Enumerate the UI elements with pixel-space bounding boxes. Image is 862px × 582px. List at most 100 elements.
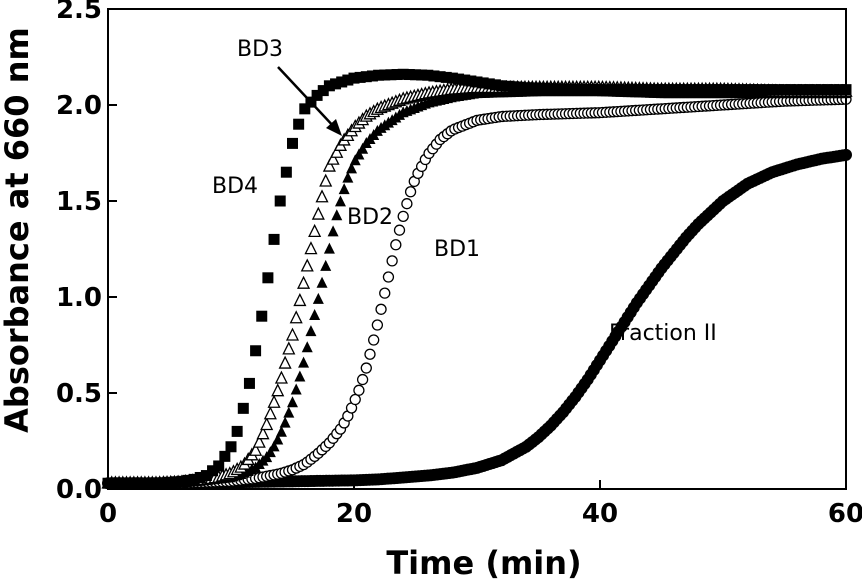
data-point [346, 162, 358, 174]
data-point [754, 84, 766, 96]
data-point [336, 76, 348, 88]
y-tick-label: 2.5 [56, 0, 102, 25]
data-point [219, 450, 231, 462]
data-point [723, 84, 735, 96]
data-point [271, 383, 285, 397]
data-point [353, 384, 365, 396]
data-point [656, 84, 667, 96]
data-point [268, 440, 280, 452]
data-point [317, 85, 329, 97]
data-point [243, 377, 255, 389]
data-point [612, 84, 624, 96]
data-point [237, 402, 249, 414]
data-point [207, 465, 219, 477]
data-point [297, 275, 311, 289]
data-point [298, 356, 310, 368]
data-point [283, 406, 295, 418]
data-point [779, 84, 790, 96]
data-point [349, 154, 361, 166]
data-point [360, 71, 372, 83]
data-point [260, 417, 274, 431]
data-point [588, 84, 600, 96]
data-point [304, 241, 318, 255]
data-point [145, 477, 157, 489]
data-point [662, 84, 674, 96]
data-point [465, 75, 477, 87]
x-tick-label: 20 [336, 499, 372, 529]
data-point [213, 460, 225, 472]
data-point [360, 362, 372, 374]
data-point [508, 81, 520, 93]
data-point [809, 84, 821, 96]
data-point [643, 84, 655, 96]
data-point [311, 89, 323, 101]
x-tick-label: 40 [582, 499, 618, 529]
data-point [256, 310, 268, 322]
data-point [225, 441, 237, 453]
data-point [386, 255, 398, 267]
data-point [289, 310, 303, 324]
data-point [393, 224, 406, 236]
data-point [264, 446, 276, 458]
data-point [231, 425, 243, 437]
data-point [157, 477, 169, 489]
data-point [594, 84, 606, 96]
data-point [200, 470, 212, 482]
data-point [637, 84, 649, 96]
data-point [729, 84, 741, 96]
data-point [428, 70, 440, 82]
data-point [619, 84, 631, 96]
series-bd3 [101, 79, 853, 489]
data-point [319, 173, 333, 187]
data-point [422, 69, 434, 81]
data-point [416, 69, 428, 81]
data-point [326, 151, 340, 165]
series-fraction-ii [102, 148, 852, 490]
bd3-arrow-head [326, 119, 342, 136]
data-point [686, 84, 698, 96]
label-bd3: BD3 [237, 37, 283, 62]
data-point [459, 74, 471, 86]
data-point [692, 84, 704, 96]
data-point [371, 319, 384, 331]
label-bd4: BD4 [212, 174, 258, 199]
data-point [282, 341, 296, 355]
data-point [791, 84, 803, 96]
data-point [290, 383, 302, 395]
data-point [563, 83, 575, 95]
data-point [334, 195, 346, 207]
data-point [320, 259, 332, 271]
data-point [785, 84, 797, 96]
data-point [301, 341, 313, 353]
data-point [772, 84, 784, 96]
data-point [385, 69, 397, 81]
data-point [401, 198, 413, 210]
data-point [742, 84, 754, 96]
data-point [285, 327, 300, 341]
data-point [545, 83, 557, 95]
data-point [760, 84, 772, 96]
data-point [293, 118, 305, 130]
y-tick-label: 2.0 [56, 91, 102, 121]
data-point [828, 84, 840, 96]
data-point [316, 276, 328, 288]
data-point [834, 84, 846, 96]
data-point [489, 79, 501, 91]
data-point [330, 144, 344, 158]
data-point [699, 84, 711, 96]
data-point [342, 74, 354, 86]
data-point [440, 71, 452, 83]
data-point [278, 355, 292, 369]
data-point [551, 83, 563, 95]
data-point [139, 477, 151, 489]
data-point [194, 471, 206, 483]
data-point [263, 406, 277, 420]
series-bd4 [102, 68, 852, 489]
data-point [496, 80, 508, 92]
data-point [349, 393, 361, 406]
y-tick-label: 0.5 [56, 379, 102, 409]
data-point [711, 84, 723, 96]
data-point [348, 72, 360, 84]
data-point [569, 83, 581, 95]
